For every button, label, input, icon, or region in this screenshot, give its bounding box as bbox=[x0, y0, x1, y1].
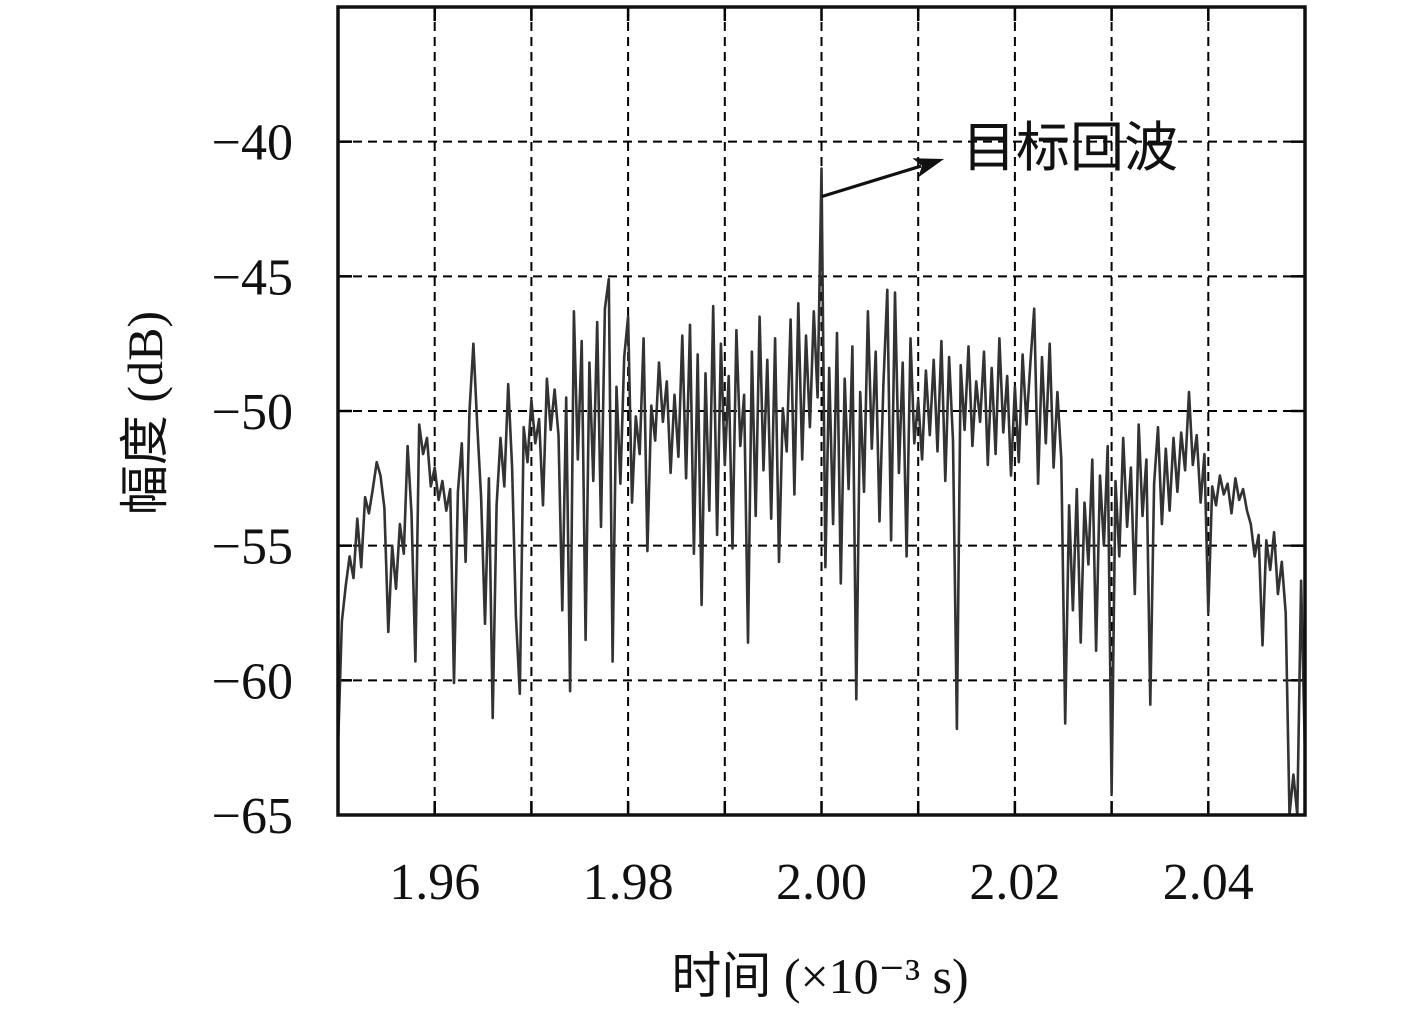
axis-ticks bbox=[338, 7, 1305, 815]
x-tick-label: 2.02 bbox=[969, 854, 1060, 911]
x-tick-label: 1.98 bbox=[583, 854, 674, 911]
y-tick-labels: −40 −45 −50 −55 −60 −65 bbox=[212, 115, 293, 845]
x-tick-labels: 1.96 1.98 2.00 2.02 2.04 bbox=[389, 854, 1254, 911]
y-tick-label: −60 bbox=[212, 653, 293, 710]
x-tick-label: 2.04 bbox=[1163, 854, 1254, 911]
annotation-arrow-line bbox=[821, 164, 922, 199]
annotation-label: 目标回波 bbox=[962, 118, 1178, 178]
x-axis-label: 时间 (×10⁻³ s) bbox=[671, 948, 968, 1004]
y-tick-label: −45 bbox=[212, 249, 293, 306]
annotation: 目标回波 bbox=[821, 118, 1178, 199]
y-tick-label: −50 bbox=[212, 384, 293, 441]
plot-frame bbox=[336, 5, 1307, 817]
y-tick-label: −55 bbox=[212, 519, 293, 576]
annotation-arrowhead bbox=[912, 158, 944, 178]
x-tick-label: 1.96 bbox=[389, 854, 480, 911]
y-tick-label: −65 bbox=[212, 788, 293, 845]
series-layer bbox=[338, 167, 1305, 815]
x-tick-label: 2.00 bbox=[776, 854, 867, 911]
y-tick-label: −40 bbox=[212, 115, 293, 172]
series-line bbox=[338, 167, 1305, 815]
y-axis-label: 幅度 (dB) bbox=[117, 311, 173, 515]
